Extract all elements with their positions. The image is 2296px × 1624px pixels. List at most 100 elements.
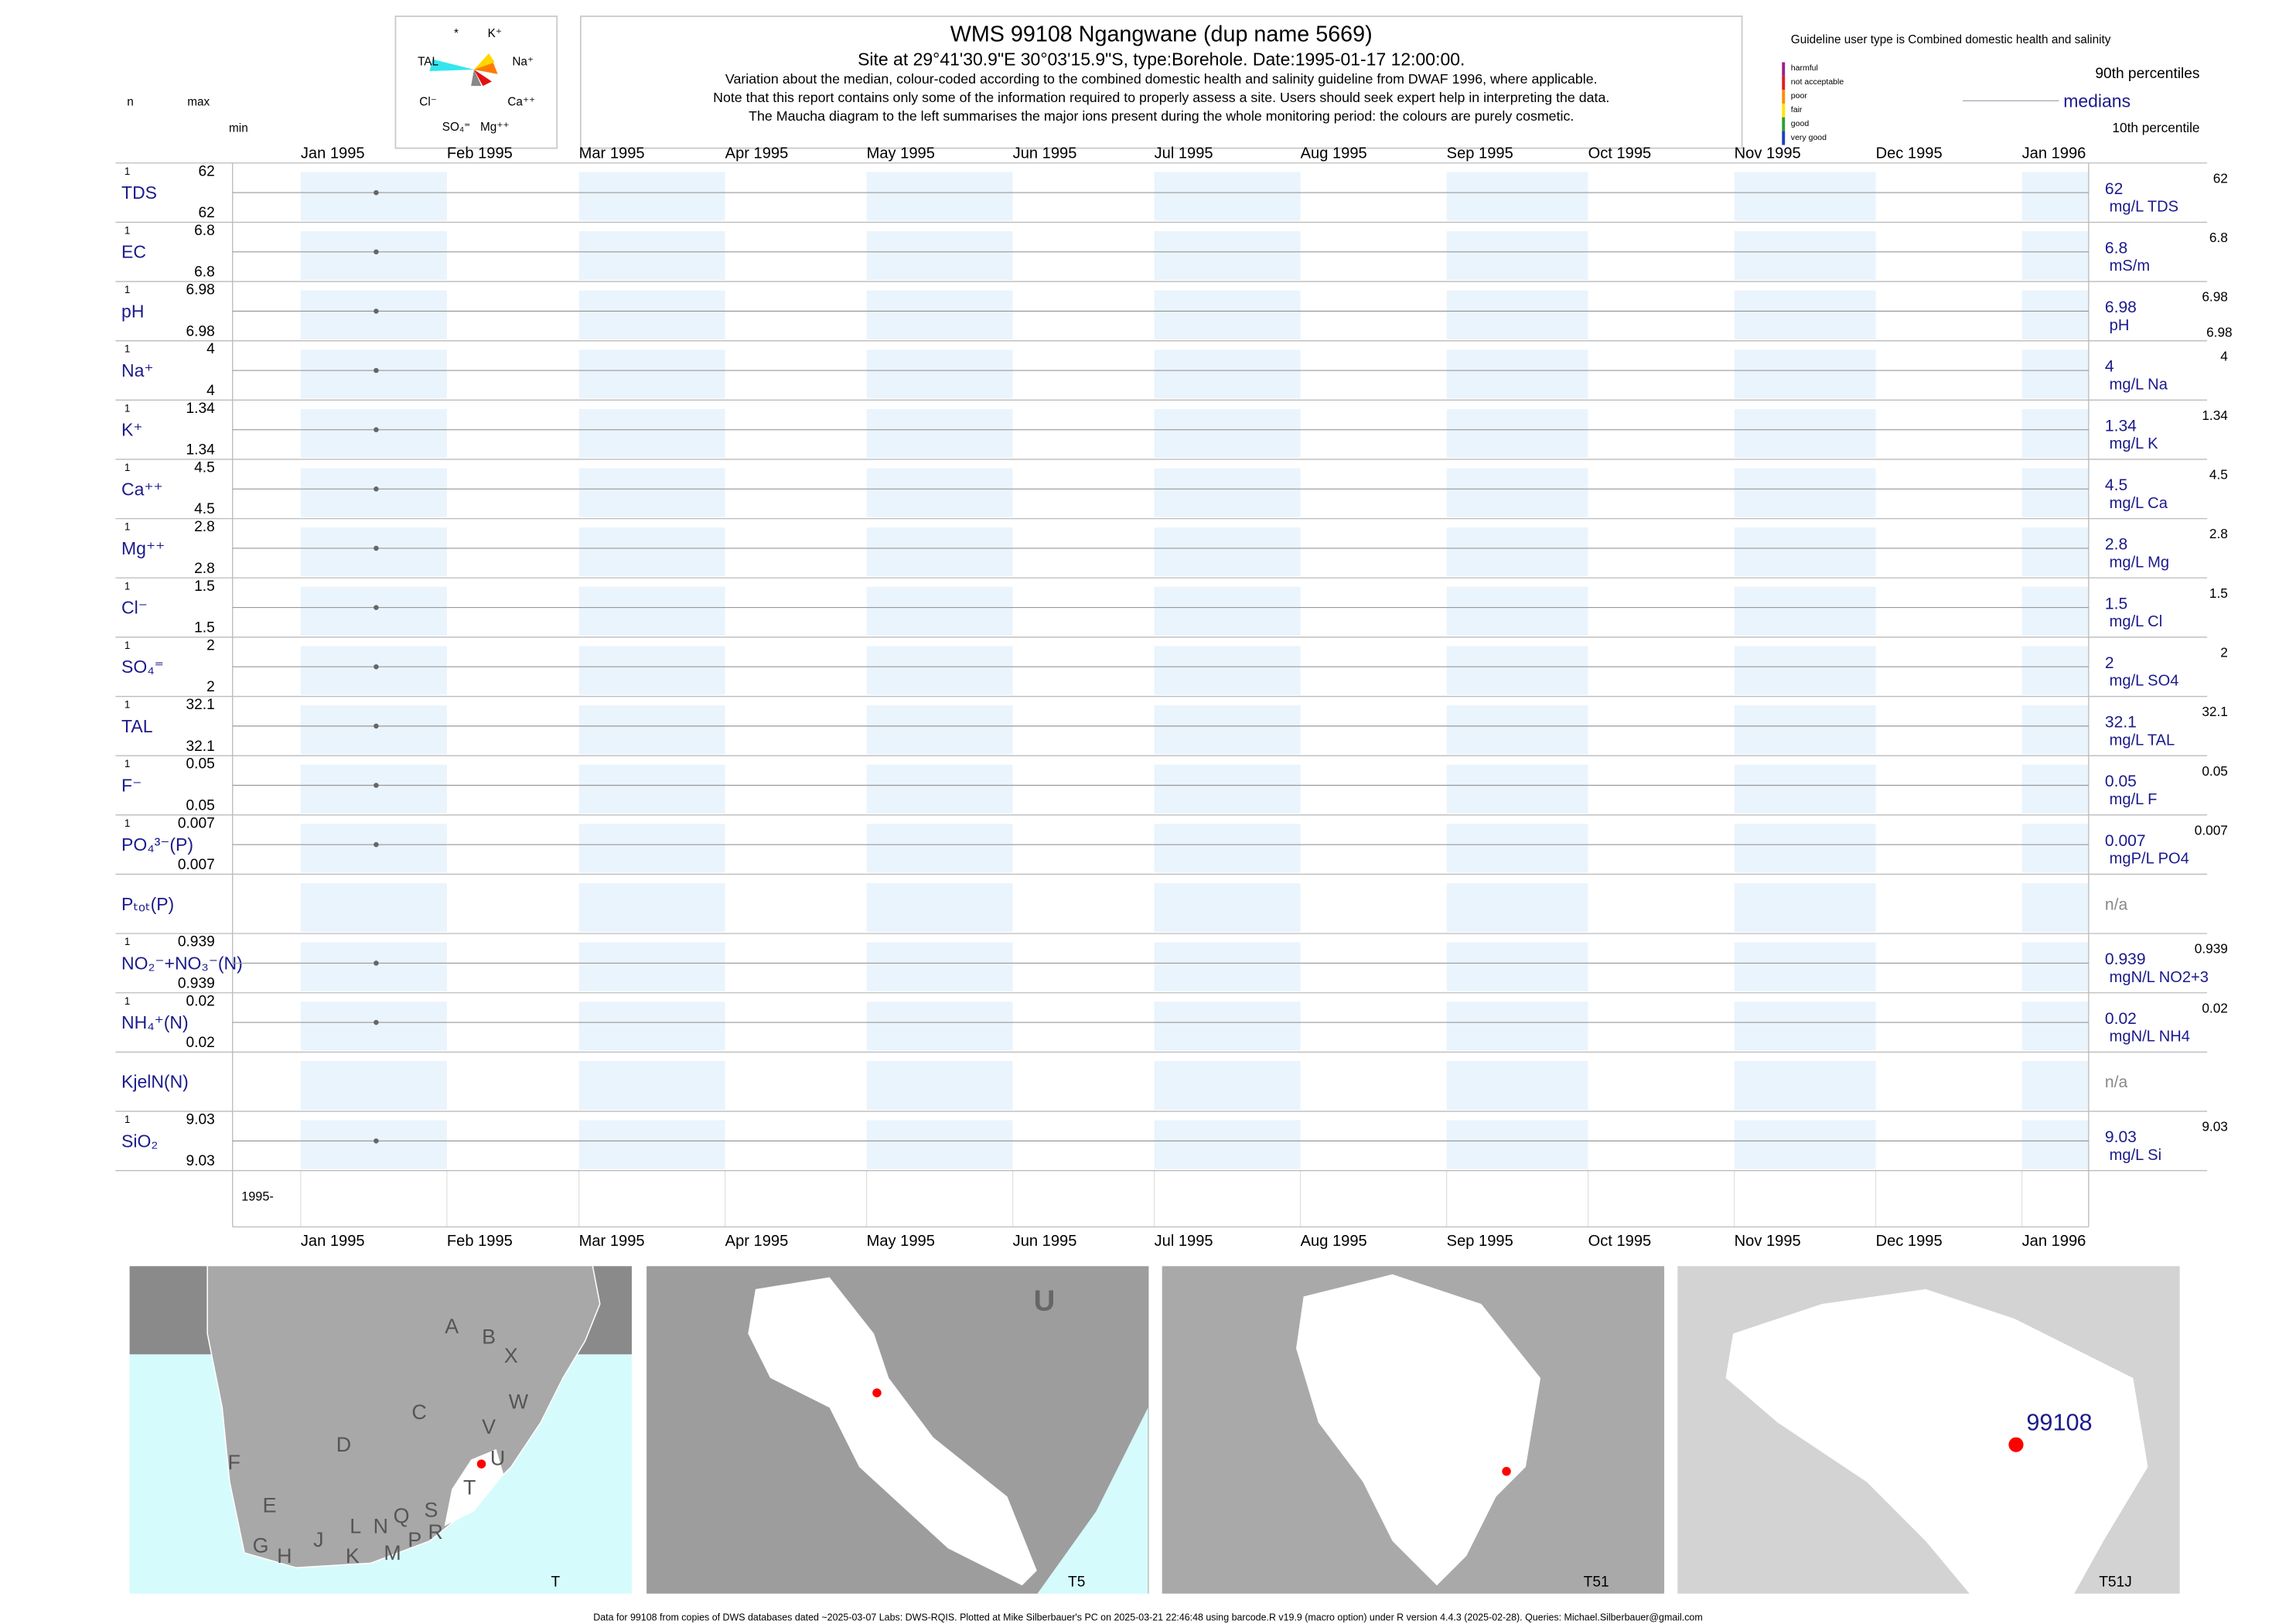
map-letter: U [1034,1284,1056,1317]
legend-class: harmful [1791,63,1818,73]
x-tick-label: Apr 1995 [725,1233,789,1250]
month-band [578,942,725,991]
map-letter: H [277,1544,292,1568]
month-band [300,468,447,517]
row-header: n [127,95,134,108]
legend-class: poor [1791,91,1808,101]
data-point [374,605,379,610]
month-band [1446,646,1588,695]
p90-label: 2 [2220,645,2228,660]
max-label: 4.5 [194,460,215,476]
maucha-label: Ca⁺⁺ [507,95,535,108]
map-label: T51J [2099,1574,2132,1590]
month-band [1154,290,1301,339]
month-band [1446,1001,1588,1051]
row-header: min [229,122,248,135]
month-band [1734,586,1876,636]
panel-label: PO₄³⁻(P) [121,834,193,855]
data-point [374,723,379,729]
n-label: 1 [125,402,130,414]
x-tick-label: Aug 1995 [1301,1233,1367,1250]
median-label: 0.05 [2105,773,2137,790]
unit-label: mg/L K [2110,435,2159,452]
min-label: 6.98 [186,323,214,339]
max-label: 62 [198,163,214,179]
p90-label: 6.8 [2209,230,2228,245]
month-band [2021,290,2089,339]
legend-swatch [1782,103,1786,118]
max-label: 0.939 [178,934,215,950]
month-band [1446,290,1588,339]
n-label: 1 [125,343,130,355]
x-tick-label: Dec 1995 [1876,145,1943,162]
min-label: 2 [206,679,215,695]
maucha-label: SO₄⁼ [442,121,470,134]
min-label: 62 [198,205,214,221]
legend-class: fair [1791,105,1803,114]
min-label: 2.8 [194,561,215,577]
map-letter: E [263,1494,277,1517]
median-label: 0.02 [2105,1010,2137,1028]
month-band [300,764,447,814]
na-label: n/a [2105,896,2128,913]
n-label: 1 [125,462,130,473]
map-label: T [551,1574,561,1590]
month-band [578,646,725,695]
min-label: 6.8 [194,264,215,281]
map-panel [1677,1265,2181,1595]
month-band [578,764,725,814]
data-point [374,545,379,551]
month-band [578,172,725,221]
max-label: 1.5 [194,578,215,595]
legend-p90: 90th percentiles [2095,66,2199,82]
panel-label: SO₄⁼ [121,657,164,677]
month-band [1446,705,1588,755]
catchment [1725,1288,2148,1595]
month-band [2021,764,2089,814]
month-band [1154,764,1301,814]
site: Site at 29°41'30.9"E 30°03'15.9"S, type:… [858,49,1465,70]
map-letter: C [411,1401,426,1424]
month-band [578,408,725,459]
month-band [2021,586,2089,636]
min-label: 1.5 [194,619,215,636]
map-letter: S [424,1498,438,1521]
median-label: 2.8 [2105,536,2127,554]
month-band [2021,408,2089,459]
map-letter: X [504,1344,518,1367]
map-letter: L [350,1515,361,1538]
max-label: 2.8 [194,519,215,535]
maucha-wedge [471,70,482,87]
min-label: 0.05 [186,797,214,814]
median-label: 6.98 [2105,299,2137,316]
max-label: 2 [206,637,215,653]
p90-label: 0.05 [2202,763,2228,779]
legend-swatch [1782,117,1786,131]
month-band [578,1120,725,1169]
month-band [578,290,725,339]
data-point [374,427,379,432]
month-band [1446,350,1588,399]
n-label: 1 [125,995,130,1007]
median-label: 4 [2105,358,2114,376]
month-band [1446,824,1588,873]
map-frame [1676,1264,2182,1595]
map-letter: W [509,1390,529,1414]
header-box [579,15,1743,149]
month-band [300,290,447,339]
month-band [300,1060,447,1111]
month-band [1154,527,1301,577]
unit-label: mg/L TAL [2110,732,2175,749]
unit-label: pH [2110,317,2130,334]
month-band [866,646,1013,695]
p90-label: 2.8 [2209,526,2228,541]
month-band [866,1060,1013,1111]
x-tick-label: Nov 1995 [1735,1233,1801,1250]
region-t [444,1448,504,1527]
catchment [1296,1274,1541,1586]
max-label: 9.03 [186,1112,214,1128]
month-band [300,1120,447,1169]
n-label: 1 [125,936,130,947]
median-label: 2 [2105,654,2114,672]
legend-class: good [1791,119,1810,128]
